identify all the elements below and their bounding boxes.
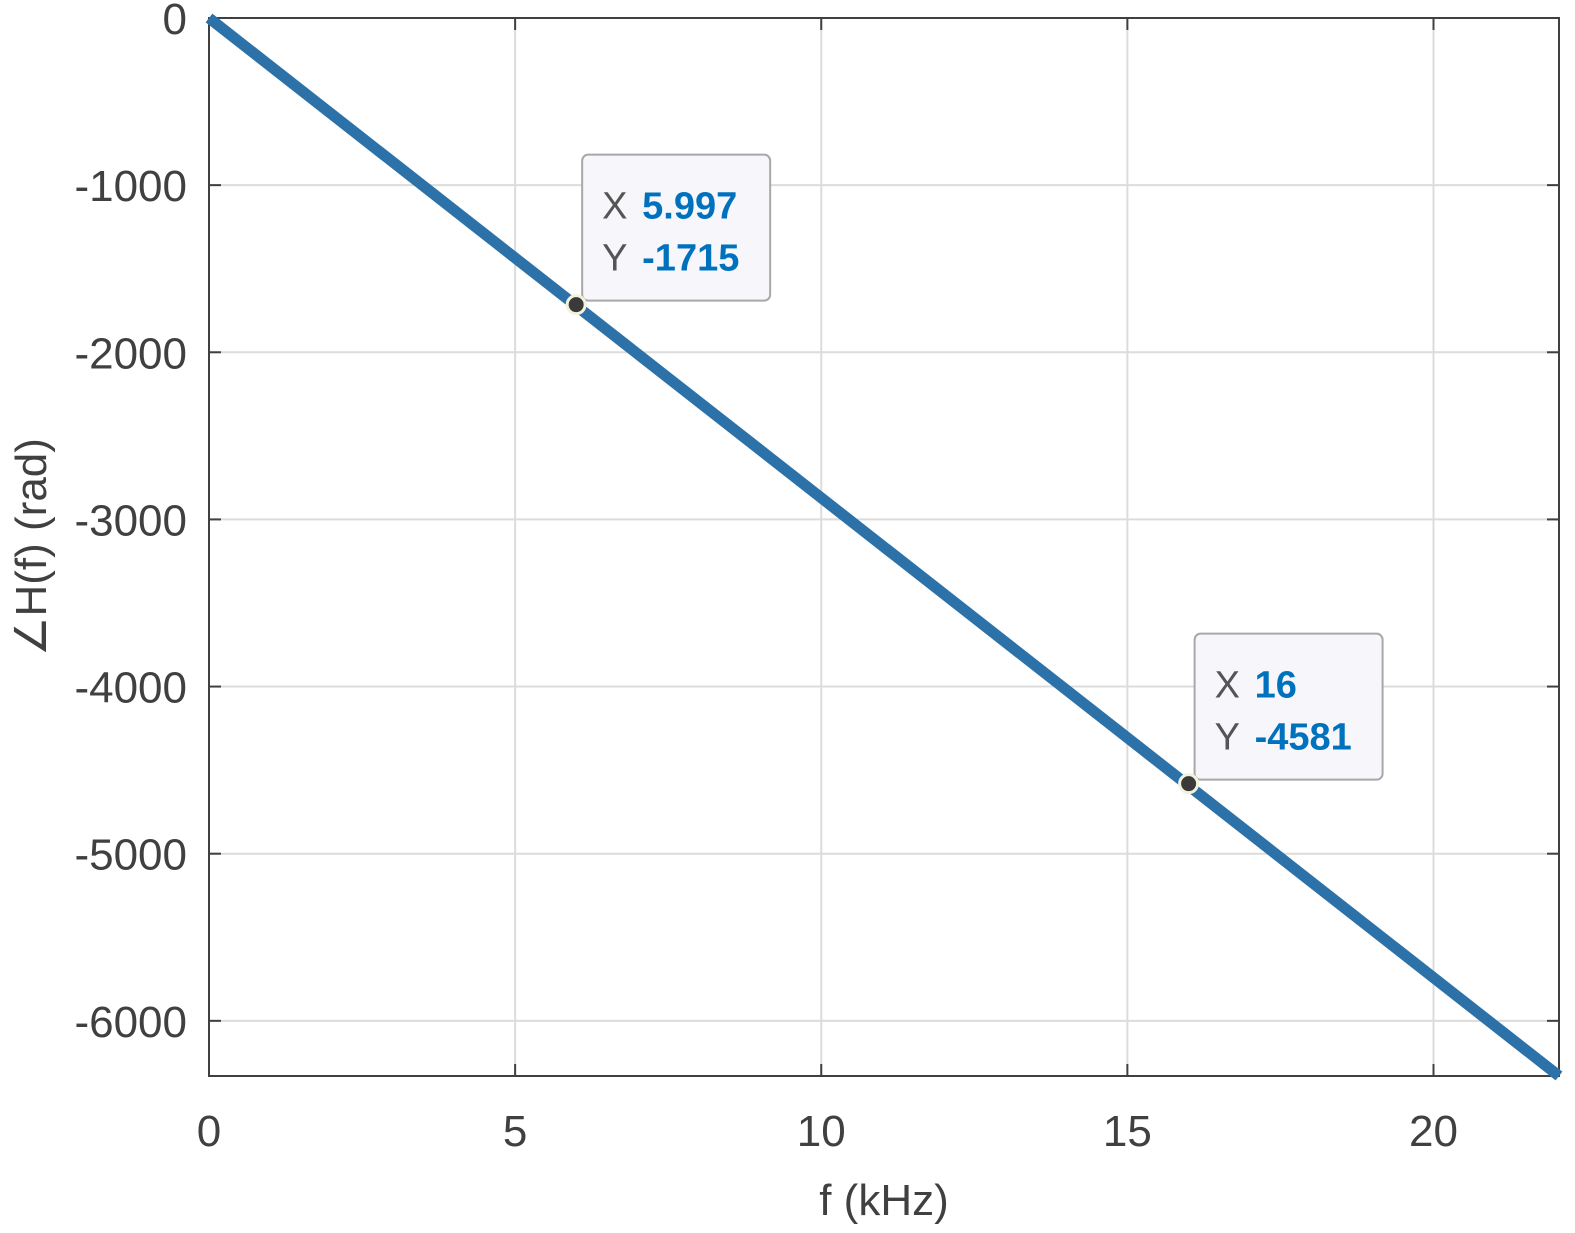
y-tick-label: -5000 bbox=[74, 831, 187, 880]
y-tick-label: -4000 bbox=[74, 664, 187, 713]
y-tick-label: 0 bbox=[163, 0, 187, 44]
x-tick-label: 20 bbox=[1409, 1107, 1458, 1156]
x-tick-label: 10 bbox=[797, 1107, 846, 1156]
datatip-marker[interactable] bbox=[565, 294, 587, 316]
datatips: X 5.997 Y -1715 X 16 Y -4581 bbox=[565, 153, 1384, 795]
y-tick-label: -2000 bbox=[74, 329, 187, 378]
y-tick-label: -1000 bbox=[74, 162, 187, 211]
datatip-y-key: Y bbox=[1215, 717, 1240, 759]
x-tick-label: 5 bbox=[503, 1107, 527, 1156]
phase-line bbox=[205, 13, 1563, 1081]
datatip-y-value: -1715 bbox=[642, 238, 739, 280]
y-axis-label: ∠H(f) (rad) bbox=[7, 438, 56, 656]
datatip[interactable]: X 16 Y -4581 bbox=[1178, 632, 1384, 795]
datatip-box bbox=[581, 153, 772, 302]
y-tick-label: -6000 bbox=[74, 998, 187, 1047]
datatip[interactable]: X 5.997 Y -1715 bbox=[565, 153, 772, 316]
datatip-box bbox=[1193, 632, 1384, 781]
datatip-x-key: X bbox=[1215, 665, 1240, 707]
plot-area bbox=[208, 17, 1560, 1077]
series bbox=[205, 13, 1563, 1081]
datatip-y-key: Y bbox=[602, 238, 627, 280]
x-axis-label: f (kHz) bbox=[819, 1176, 949, 1225]
datatip-x-value: 16 bbox=[1255, 665, 1297, 707]
x-tick-label: 0 bbox=[197, 1107, 221, 1156]
datatip-x-value: 5.997 bbox=[642, 186, 737, 228]
y-tick-label: -3000 bbox=[74, 496, 187, 545]
x-tick-label: 15 bbox=[1103, 1107, 1152, 1156]
datatip-marker[interactable] bbox=[1178, 773, 1200, 795]
axis-ticks: 0 5 10 15 20 0 -1000 -2000 -3000 -4000 -5000 -6000 bbox=[74, 0, 1559, 1156]
datatip-y-value: -4581 bbox=[1255, 717, 1352, 759]
datatip-x-key: X bbox=[602, 186, 627, 228]
